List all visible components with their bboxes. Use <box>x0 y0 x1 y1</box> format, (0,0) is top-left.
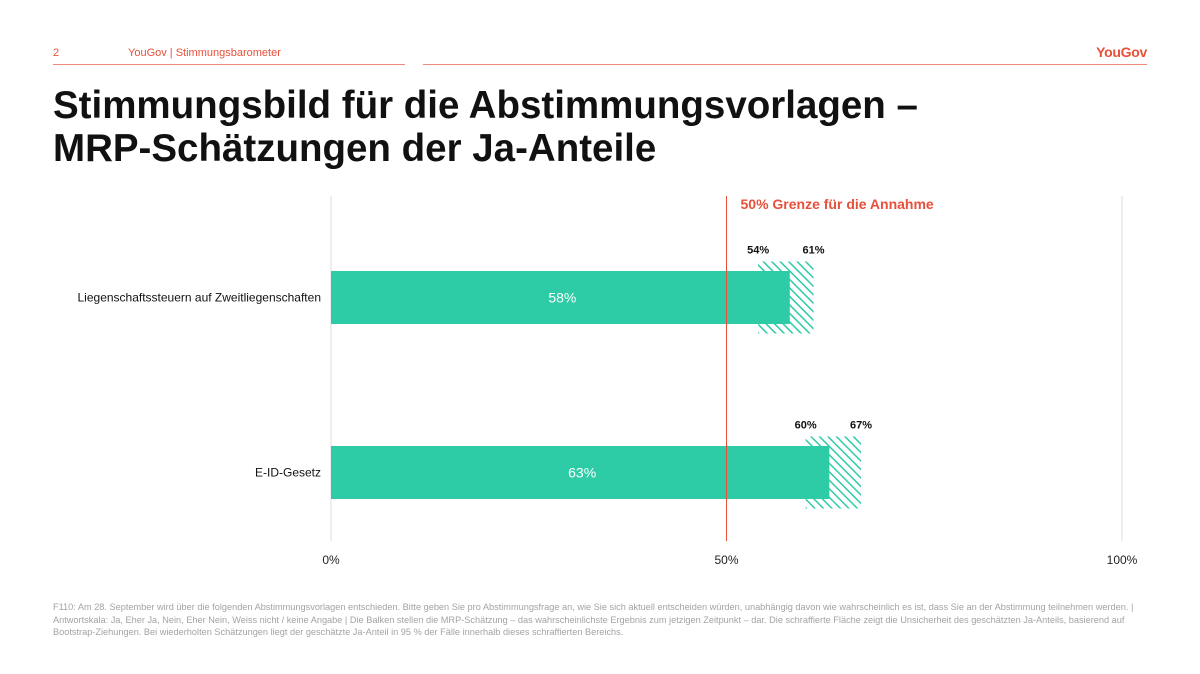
page-number: 2 <box>53 47 60 59</box>
bar-chart: 0% 50% 100% 58% Liegenschaftssteuern auf Zwe… <box>78 196 1138 567</box>
interval-low-label: 54% <box>747 245 769 257</box>
category-label: E-ID-Gesetz <box>255 466 321 480</box>
x-tick-label: 0% <box>322 553 340 567</box>
header-divider-right <box>423 64 1147 65</box>
x-tick-label: 50% <box>714 553 738 567</box>
header-divider-left <box>53 64 405 65</box>
x-tick-label: 100% <box>1107 553 1138 567</box>
bar-value-label: 58% <box>548 290 576 306</box>
category-label: Liegenschaftssteuern auf Zweitliegenscha… <box>78 291 322 305</box>
interval-high-label: 61% <box>802 245 824 257</box>
slide-title: Stimmungsbild für die Abstimmungsvorlage… <box>53 84 1153 170</box>
section-label: YouGov | Stimmungsbarometer <box>128 47 281 59</box>
interval-high-label: 67% <box>850 420 872 432</box>
title-line-1: Stimmungsbild für die Abstimmungsvorlage… <box>53 84 918 127</box>
footnote: F110: Am 28. September wird über die fol… <box>53 602 1134 637</box>
bar <box>331 271 790 324</box>
reference-line-label: 50% Grenze für die Annahme <box>741 196 934 212</box>
yougov-logo: YouGov <box>1096 44 1147 60</box>
title-line-2: MRP-Schätzungen der Ja-Anteile <box>53 127 657 170</box>
bar-value-label: 63% <box>568 465 596 481</box>
bar <box>331 446 830 499</box>
interval-low-label: 60% <box>795 420 817 432</box>
